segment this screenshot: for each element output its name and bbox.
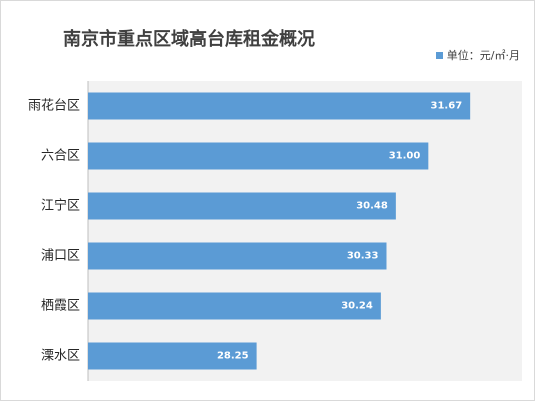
category-label-4: 栖霞区: [41, 299, 80, 314]
category-label-0: 雨花台区: [28, 98, 80, 114]
value-label-3: 30.33: [347, 251, 379, 262]
bar-0: [88, 92, 471, 120]
value-label-1: 31.00: [389, 151, 421, 162]
category-label-1: 六合区: [41, 149, 80, 164]
legend-label: 单位：元/㎡·月: [446, 49, 520, 62]
bar-2: [88, 192, 396, 220]
bar-4: [88, 292, 381, 320]
bar-1: [88, 142, 429, 170]
legend: 单位：元/㎡·月: [435, 47, 520, 63]
category-label-5: 溧水区: [41, 349, 80, 364]
value-label-5: 28.25: [217, 351, 249, 362]
category-label-2: 江宁区: [41, 198, 80, 214]
bar-3: [88, 242, 387, 270]
value-label-2: 30.48: [356, 201, 388, 212]
value-label-0: 31.67: [431, 101, 463, 112]
value-label-4: 30.24: [341, 301, 373, 312]
plot-area: [88, 81, 522, 381]
chart-title: 南京市重点区域高台库租金概况: [63, 29, 315, 50]
category-label-3: 浦口区: [41, 249, 80, 264]
bar-5: [88, 342, 257, 370]
legend-swatch: [435, 51, 443, 59]
